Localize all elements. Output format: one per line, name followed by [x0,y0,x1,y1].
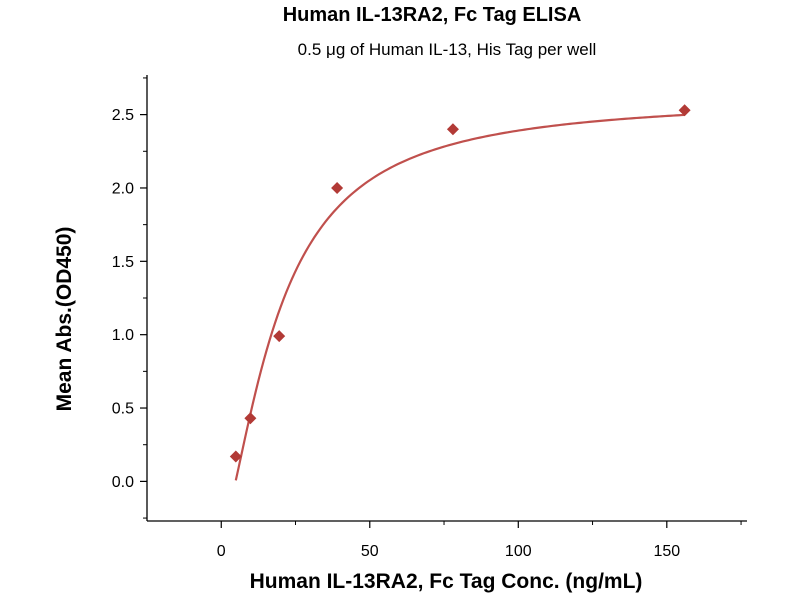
chart-title: Human IL-13RA2, Fc Tag ELISA [283,4,582,26]
x-tick-label: 100 [505,543,532,560]
data-point-diamond [244,412,257,425]
y-tick-label: 2.5 [112,107,134,124]
x-tick-label: 0 [217,543,226,560]
y-tick-label: 1.0 [112,327,134,344]
data-point-diamond [229,450,242,463]
y-tick-label: 0.5 [112,401,134,418]
chart-subtitle: 0.5 μg of Human IL-13, His Tag per well [298,40,597,59]
y-ticks: 0.0 0.5 1.0 1.5 2.0 2.5 [112,77,147,519]
data-point-diamond [678,104,691,117]
data-point-diamond [273,330,286,343]
fit-curve [234,113,685,481]
x-axis-title: Human IL-13RA2, Fc Tag Conc. (ng/mL) [250,570,643,593]
y-tick-label: 2.0 [112,180,134,197]
x-tick-label: 50 [361,543,379,560]
y-axis-title: Mean Abs.(OD450) [53,227,76,412]
y-tick-label: 0.0 [112,474,134,491]
data-points [229,104,691,463]
y-tick-label: 1.5 [112,254,134,271]
x-ticks: 0 50 100 150 [217,521,742,560]
x-tick-label: 150 [653,543,680,560]
data-point-diamond [446,123,459,136]
data-point-diamond [331,181,344,194]
